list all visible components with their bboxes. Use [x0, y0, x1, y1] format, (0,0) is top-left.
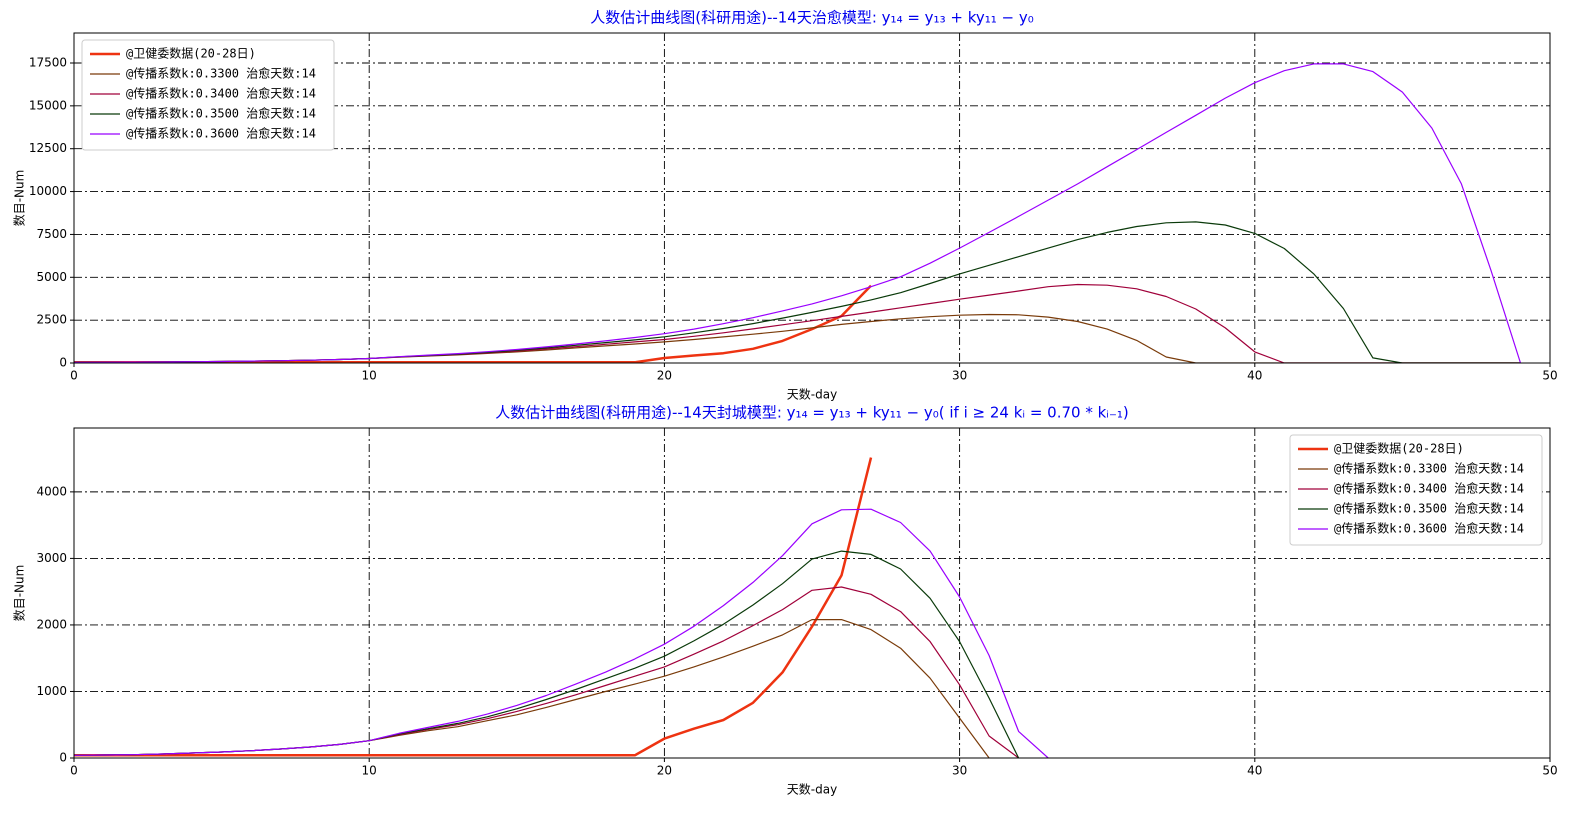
legend-label: @传播系数k:0.3400 治愈天数:14: [1334, 481, 1524, 496]
legend-box: [1289, 434, 1543, 546]
y-tick-label: 2000: [36, 617, 67, 631]
x-tick-label: 20: [657, 369, 672, 383]
x-tick-label: 40: [1247, 764, 1262, 778]
y-tick-label: 3000: [36, 551, 67, 565]
y-tick-label: 5000: [36, 270, 67, 284]
y-tick-label: 4000: [36, 484, 67, 498]
plot-frame: [73, 32, 1551, 364]
legend-label: @传播系数k:0.3500 治愈天数:14: [1334, 501, 1524, 516]
legend-label: @传播系数k:0.3500 治愈天数:14: [126, 106, 316, 121]
y-tick-label: 10000: [29, 184, 67, 198]
x-tick-label: 10: [362, 369, 377, 383]
series-line: [74, 457, 873, 757]
y-axis-label: 数目-Num: [12, 565, 27, 622]
x-tick-label: 40: [1247, 369, 1262, 383]
x-tick-label: 50: [1542, 764, 1557, 778]
legend-label: @卫健委数据(20-28日): [126, 46, 256, 61]
x-tick-label: 0: [70, 764, 78, 778]
x-tick-label: 0: [70, 369, 78, 383]
y-tick-label: 1000: [36, 684, 67, 698]
x-tick-label: 20: [657, 764, 672, 778]
y-tick-label: 2500: [36, 313, 67, 327]
chart-title: 人数估计曲线图(科研用途)--14天封城模型: y₁₄ = y₁₃ + ky₁₁…: [495, 404, 1129, 422]
legend-label: @传播系数k:0.3400 治愈天数:14: [126, 86, 316, 101]
x-tick-label: 50: [1542, 369, 1557, 383]
y-tick-label: 17500: [29, 56, 67, 70]
y-axis-label: 数目-Num: [12, 170, 27, 227]
chart-title: 人数估计曲线图(科研用途)--14天治愈模型: y₁₄ = y₁₃ + ky₁₁…: [590, 9, 1034, 27]
y-tick-label: 7500: [36, 227, 67, 241]
y-tick-label: 12500: [29, 141, 67, 155]
series-line: [74, 284, 872, 363]
x-axis-label: 天数-day: [787, 387, 837, 402]
legend-box: [81, 39, 335, 151]
x-tick-label: 30: [952, 764, 967, 778]
series-line: [74, 63, 1522, 363]
x-tick-label: 10: [362, 764, 377, 778]
y-tick-label: 0: [59, 356, 67, 370]
legend-label: @传播系数k:0.3300 治愈天数:14: [126, 66, 316, 81]
plot-frame: [73, 427, 1551, 759]
y-tick-label: 0: [59, 751, 67, 765]
x-axis-label: 天数-day: [787, 782, 837, 797]
y-tick-label: 15000: [29, 98, 67, 112]
legend-label: @传播系数k:0.3300 治愈天数:14: [1334, 461, 1524, 476]
legend-label: @卫健委数据(20-28日): [1334, 441, 1464, 456]
legend-label: @传播系数k:0.3600 治愈天数:14: [1334, 521, 1524, 536]
series-line: [74, 508, 1049, 758]
x-tick-label: 30: [952, 369, 967, 383]
legend-label: @传播系数k:0.3600 治愈天数:14: [126, 126, 316, 141]
